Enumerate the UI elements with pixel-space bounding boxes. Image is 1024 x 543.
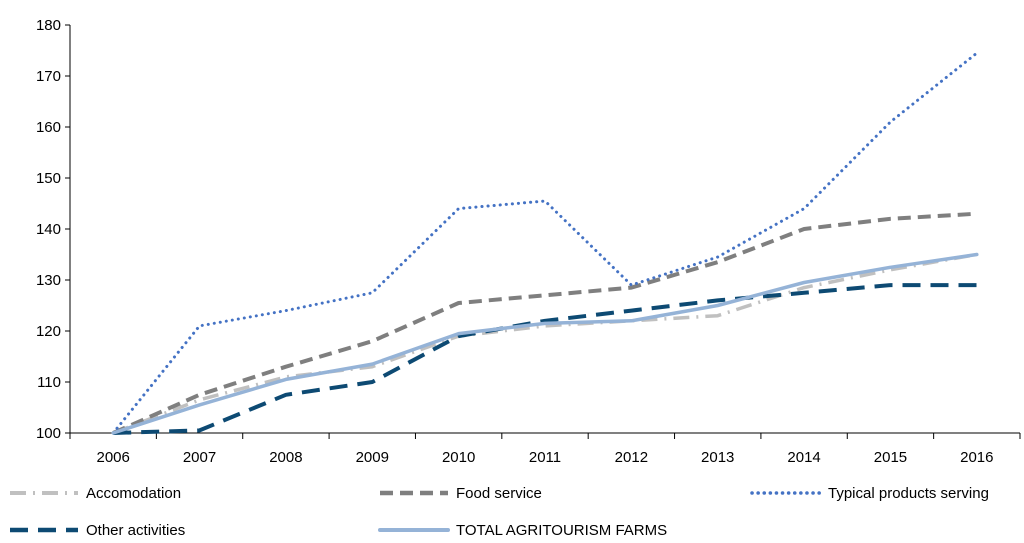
x-tick-label: 2013 (701, 449, 734, 466)
y-tick-label: 180 (36, 17, 61, 34)
series-line-0 (112, 252, 978, 435)
y-tick-label: 160 (36, 119, 61, 136)
legend-label: Food service (456, 485, 542, 502)
series-line-4 (111, 252, 979, 435)
x-tick-label: 2009 (356, 449, 389, 466)
y-tick-label: 130 (36, 272, 61, 289)
x-tick-label: 2006 (96, 449, 129, 466)
legend-label: Typical products serving (828, 485, 989, 502)
legend-item-3: Other activities (10, 522, 185, 539)
legend-label: Other activities (86, 522, 185, 539)
series-line-3 (113, 283, 977, 435)
y-axis-ticks: 100 110 120 130 140 150 160 170 180 (36, 17, 70, 442)
x-tick-label: 2015 (874, 449, 907, 466)
x-tick-label: 2010 (442, 449, 475, 466)
x-tick-label: 2016 (960, 449, 993, 466)
x-tick-label: 2014 (787, 449, 820, 466)
legend-item-0: Accomodation (10, 485, 181, 502)
x-axis-ticks: 2006 2007 2008 2009 2010 2011 2012 2013 2014 2015… (69, 433, 1021, 466)
x-tick-label: 2011 (529, 449, 561, 466)
chart-legend: Accomodation Food service Typical products… (10, 485, 989, 539)
y-tick-label: 110 (37, 374, 61, 391)
legend-label: Accomodation (86, 485, 181, 502)
series-line-2 (111, 51, 979, 435)
y-tick-label: 150 (36, 170, 61, 187)
legend-item-2: Typical products serving (750, 485, 989, 502)
y-tick-label: 120 (36, 323, 61, 340)
legend-item-4: TOTAL AGRITOURISM FARMS (378, 522, 667, 539)
y-tick-label: 140 (36, 221, 61, 238)
chart-axes (69, 25, 1020, 434)
y-tick-label: 170 (36, 68, 61, 85)
y-tick-label: 100 (36, 425, 61, 442)
x-tick-label: 2007 (183, 449, 216, 466)
x-tick-label: 2012 (615, 449, 648, 466)
legend-item-1: Food service (380, 485, 542, 502)
x-tick-label: 2008 (269, 449, 302, 466)
legend-label: TOTAL AGRITOURISM FARMS (456, 522, 667, 539)
chart-series (111, 51, 979, 435)
